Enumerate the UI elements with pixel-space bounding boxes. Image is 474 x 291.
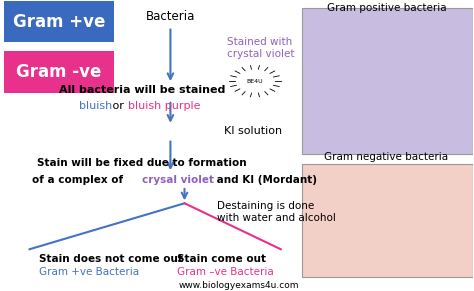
Text: crysal violet: crysal violet [142, 175, 214, 185]
FancyBboxPatch shape [4, 51, 114, 93]
Text: bluish purple: bluish purple [128, 101, 201, 111]
Text: BE4U: BE4U [246, 79, 263, 84]
FancyBboxPatch shape [4, 1, 114, 42]
Text: Stain will be fixed due to formation: Stain will be fixed due to formation [37, 158, 247, 168]
Text: Stained with
crystal violet: Stained with crystal violet [227, 37, 294, 59]
Text: Gram negative bacteria: Gram negative bacteria [324, 152, 448, 162]
FancyBboxPatch shape [302, 164, 474, 276]
Text: KI solution: KI solution [224, 127, 283, 136]
Text: www.biologyexams4u.com: www.biologyexams4u.com [178, 281, 299, 290]
FancyBboxPatch shape [302, 8, 474, 155]
Text: Gram positive bacteria: Gram positive bacteria [327, 3, 446, 13]
Text: or: or [109, 101, 128, 111]
Text: Gram –ve Bacteria: Gram –ve Bacteria [177, 267, 274, 277]
Text: bluish: bluish [79, 101, 112, 111]
Text: Stain come out: Stain come out [177, 254, 266, 264]
Text: of a complex of: of a complex of [32, 175, 127, 185]
Text: Destaining is done
with water and alcohol: Destaining is done with water and alcoho… [218, 201, 336, 223]
Text: and KI (Mordant): and KI (Mordant) [213, 175, 317, 185]
Text: Gram +ve: Gram +ve [13, 13, 105, 31]
Text: Gram -ve: Gram -ve [16, 63, 101, 81]
Text: All bacteria will be stained: All bacteria will be stained [59, 85, 226, 95]
Text: Bacteria: Bacteria [146, 10, 195, 23]
Text: Gram +ve Bacteria: Gram +ve Bacteria [39, 267, 139, 277]
Text: Stain does not come out: Stain does not come out [39, 254, 183, 264]
